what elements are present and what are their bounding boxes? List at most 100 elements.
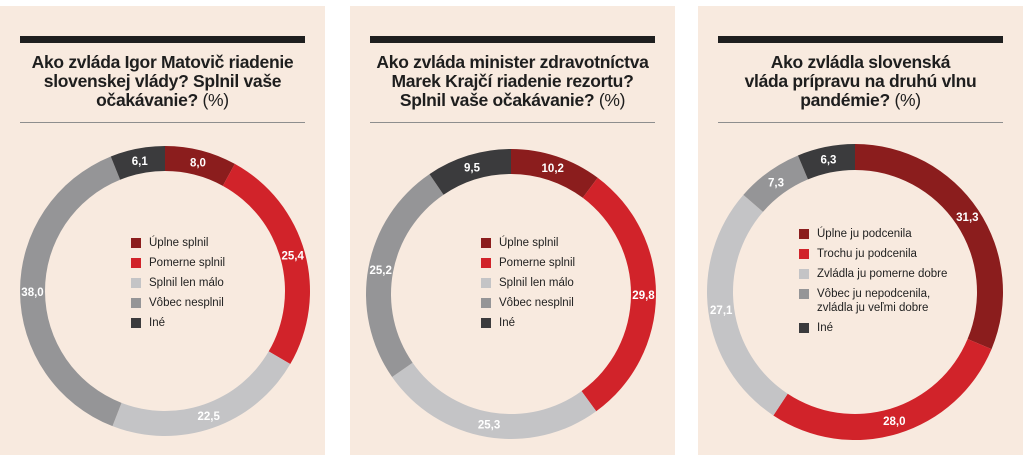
donut-slice xyxy=(511,149,598,198)
slice-value-label: 29,8 xyxy=(632,290,655,302)
donut-slice xyxy=(743,155,808,212)
slice-value-label: 9,5 xyxy=(464,162,481,174)
legend-swatch xyxy=(799,269,809,279)
legend-label: Iné xyxy=(149,317,165,329)
chart-panel-krajci: Ako zvláda minister zdravotníctva Marek … xyxy=(350,6,675,455)
slice-value-label: 8,0 xyxy=(190,158,206,170)
legend-swatch xyxy=(481,258,491,268)
legend-item: Úplne ju podcenila xyxy=(799,227,947,241)
title-line: očakávanie? xyxy=(96,90,198,110)
title-line: Splnil vaše očakávanie? xyxy=(399,90,595,110)
donut-chart: 8,0 25,4 22,5 38,0 6,1 xyxy=(20,146,310,436)
chart-legend: Úplne ju podcenila Trochu ju podcenila Z… xyxy=(799,227,947,341)
legend-swatch xyxy=(799,229,809,239)
legend-swatch xyxy=(131,318,141,328)
legend-swatch xyxy=(799,249,809,259)
chart-panel-pandemic: Ako zvládla slovenská vláda prípravu na … xyxy=(698,6,1023,455)
slice-value-label: 25,4 xyxy=(281,251,304,263)
legend-item: Vôbec nesplnil xyxy=(131,296,225,310)
legend-item: Vôbec nesplnil xyxy=(481,296,575,310)
legend-swatch xyxy=(131,278,141,288)
title-line: Ako zvládla slovenská xyxy=(770,52,951,72)
legend-item: Vôbec ju nepodcenila, zvládla ju veľmi do… xyxy=(799,287,947,315)
title-line: pandémie? xyxy=(800,90,890,110)
title-unit: (%) xyxy=(894,90,921,110)
legend-swatch xyxy=(481,318,491,328)
title-line: slovenskej vlády? Splnil vaše xyxy=(43,71,282,91)
legend-item: Splnil len málo xyxy=(481,276,575,290)
title-divider xyxy=(20,122,305,123)
legend-label: Vôbec ju nepodcenila, zvládla ju veľmi do… xyxy=(817,287,930,315)
chart-title: Ako zvláda Igor Matovič riadenie slovens… xyxy=(20,53,305,110)
legend-label: Trochu ju podcenila xyxy=(817,248,917,260)
legend-label: Splnil len málo xyxy=(149,277,224,289)
slice-value-label: 22,5 xyxy=(198,411,221,423)
legend-item: Pomerne splnil xyxy=(131,256,225,270)
slice-value-label: 25,3 xyxy=(478,420,500,432)
chart-legend: Úplne splnil Pomerne splnil Splnil len m… xyxy=(481,236,575,336)
legend-swatch xyxy=(481,278,491,288)
title-bar xyxy=(370,36,655,43)
slice-value-label: 38,0 xyxy=(21,287,43,299)
slice-value-label: 6,3 xyxy=(820,155,836,167)
donut-slice xyxy=(112,351,291,436)
donut-slice xyxy=(707,194,788,416)
legend-label: Iné xyxy=(817,322,833,334)
title-divider xyxy=(718,122,1003,123)
title-unit: (%) xyxy=(598,90,626,110)
legend-label: Pomerne splnil xyxy=(149,257,226,269)
chart-legend: Úplne splnil Pomerne splnil Splnil len m… xyxy=(131,236,225,336)
donut-slice xyxy=(429,149,511,195)
slice-value-label: 27,1 xyxy=(710,305,733,317)
donut-slice xyxy=(165,146,235,186)
donut-slice xyxy=(20,156,122,427)
legend-item: Iné xyxy=(131,316,225,330)
legend-item: Iné xyxy=(481,316,575,330)
legend-swatch xyxy=(481,298,491,308)
title-line: Ako zvláda Igor Matovič riadenie xyxy=(31,52,294,72)
donut-slice xyxy=(855,144,1003,350)
chart-panel-matovic: Ako zvláda Igor Matovič riadenie slovens… xyxy=(0,6,325,455)
title-line: Marek Krajčí riadenie rezortu? xyxy=(391,71,634,91)
legend-label: Vôbec nesplnil xyxy=(149,297,224,309)
legend-item: Pomerne splnil xyxy=(481,256,575,270)
legend-swatch xyxy=(131,298,141,308)
legend-item: Splnil len málo xyxy=(131,276,225,290)
legend-label: Úplne splnil xyxy=(499,237,559,249)
legend-label: Úplne splnil xyxy=(149,237,209,249)
legend-swatch xyxy=(799,323,809,333)
title-unit: (%) xyxy=(202,90,230,110)
donut-slice xyxy=(365,174,444,378)
slice-value-label: 6,1 xyxy=(132,156,149,168)
legend-swatch xyxy=(131,258,141,268)
title-line: vláda prípravu na druhú vlnu xyxy=(744,71,977,91)
title-bar xyxy=(20,36,305,43)
legend-item: Trochu ju podcenila xyxy=(799,247,947,261)
donut-slice xyxy=(222,163,310,365)
donut-slice xyxy=(110,146,165,180)
donut-slice xyxy=(392,362,597,439)
legend-label-line: Vôbec ju nepodcenila, xyxy=(817,288,931,300)
title-line: Ako zvláda minister zdravotníctva xyxy=(376,52,649,72)
legend-item: Zvládla ju pomerne dobre xyxy=(799,267,947,281)
legend-label: Zvládla ju pomerne dobre xyxy=(817,268,948,280)
legend-label-line: zvládla ju veľmi dobre xyxy=(817,302,929,314)
legend-item: Iné xyxy=(799,321,947,335)
title-divider xyxy=(370,122,655,123)
chart-title: Ako zvládla slovenská vláda prípravu na … xyxy=(718,53,1003,110)
chart-title: Ako zvláda minister zdravotníctva Marek … xyxy=(370,53,655,110)
slice-value-label: 10,2 xyxy=(542,163,564,175)
legend-item: Úplne splnil xyxy=(131,236,225,250)
slice-value-label: 7,3 xyxy=(768,178,784,190)
donut-slice xyxy=(773,339,992,440)
donut-chart: 31,3 28,0 27,1 7,3 6,3 xyxy=(707,144,1003,440)
donut-slice xyxy=(797,144,855,180)
legend-item: Úplne splnil xyxy=(481,236,575,250)
donut-chart: 10,2 29,8 25,3 25,2 9,5 xyxy=(365,149,656,439)
slice-value-label: 28,0 xyxy=(883,416,905,428)
legend-swatch xyxy=(131,238,141,248)
legend-swatch xyxy=(481,238,491,248)
legend-label: Pomerne splnil xyxy=(499,257,576,269)
legend-label: Iné xyxy=(499,317,515,329)
title-bar xyxy=(718,36,1003,43)
